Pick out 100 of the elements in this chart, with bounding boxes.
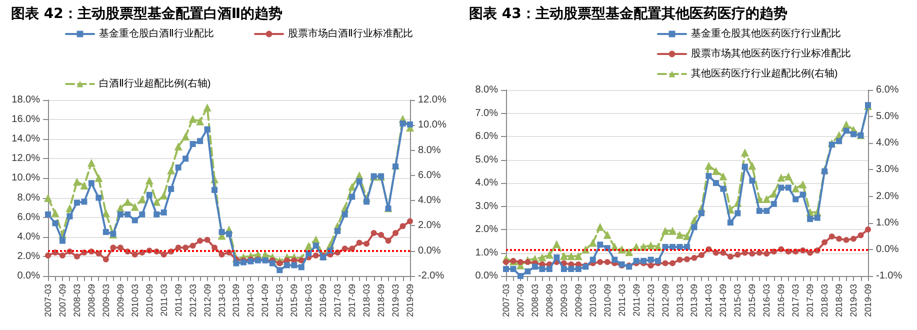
point <box>546 266 552 272</box>
point <box>554 254 560 260</box>
point <box>138 195 146 204</box>
y-tick-label: 8.0% <box>475 84 498 96</box>
legend-label: 股票市场白酒Ⅱ行业标准配比 <box>288 28 413 40</box>
x-tick-label: 2008-09 <box>544 284 554 318</box>
point <box>212 186 218 193</box>
point <box>96 250 102 257</box>
point <box>777 174 786 182</box>
y2-tick-label: 4.0% <box>418 195 441 206</box>
point <box>276 267 283 274</box>
x-tick-label: 2009-09 <box>573 284 584 318</box>
x-tick-label: 2018-03 <box>362 284 372 318</box>
point <box>175 164 182 170</box>
y-tick-label: 5.0% <box>475 154 498 166</box>
point <box>304 242 313 250</box>
point <box>510 266 516 272</box>
point <box>124 198 132 206</box>
point <box>233 260 240 266</box>
legend-label: 白酒Ⅱ行业超配比例(右轴) <box>99 78 211 90</box>
point <box>668 226 677 235</box>
y2-tick-label: 3.0% <box>876 164 899 176</box>
x-tick-label: 2011-09 <box>173 284 184 316</box>
point <box>342 211 348 218</box>
point <box>218 229 225 235</box>
y2-tick-label: 2.0% <box>418 220 441 232</box>
point <box>190 141 196 147</box>
y-tick-label: 3.0% <box>475 200 498 212</box>
point <box>182 244 189 251</box>
point <box>778 184 784 191</box>
x-tick-label: 2010-03 <box>588 284 598 318</box>
point <box>524 268 531 274</box>
x-tick-label: 2017-03 <box>332 284 343 318</box>
x-tick-label: 2019-09 <box>405 284 415 318</box>
legend-label: 基金重仓股白酒Ⅱ行业配比 <box>99 28 214 40</box>
point <box>204 126 210 132</box>
y-tick-label: 10.0% <box>12 172 40 184</box>
point <box>102 229 109 235</box>
point <box>80 181 88 190</box>
point <box>670 260 676 266</box>
point <box>590 256 596 263</box>
point <box>764 250 770 257</box>
point <box>203 104 212 112</box>
y2-tick-label: -1.0% <box>876 270 902 282</box>
y-tick-label: 7.0% <box>475 108 498 119</box>
point <box>196 117 204 126</box>
point <box>807 216 814 222</box>
point <box>612 256 618 263</box>
point <box>168 186 174 192</box>
y-tick-label: 18.0% <box>12 94 40 106</box>
x-tick-label: 2017-09 <box>805 284 816 318</box>
y-tick-label: 12.0% <box>12 153 40 164</box>
point <box>545 250 554 259</box>
point <box>532 264 538 270</box>
point <box>74 253 80 260</box>
point <box>364 198 370 205</box>
x-tick-label: 2013-09 <box>689 284 700 318</box>
point <box>356 240 362 246</box>
point <box>625 248 634 256</box>
point <box>748 162 756 170</box>
point <box>175 244 182 251</box>
point <box>130 202 139 211</box>
point <box>356 178 362 184</box>
x-tick-label: 2013-03 <box>674 284 685 318</box>
point <box>132 251 138 258</box>
point <box>524 259 531 266</box>
point <box>828 142 835 148</box>
point <box>52 220 58 226</box>
point <box>72 178 81 186</box>
x-tick-label: 2016-09 <box>776 284 786 318</box>
x-tick-label: 2015-03 <box>274 284 285 318</box>
y-tick-label: 4.0% <box>475 178 498 188</box>
point <box>567 252 576 260</box>
point <box>742 164 748 170</box>
chart-title: 图表 43：主动股票型基金配置其他医药医疗的趋势 <box>469 5 788 22</box>
point <box>218 251 225 258</box>
point <box>792 196 799 202</box>
point <box>190 242 196 249</box>
point <box>727 254 734 260</box>
point <box>160 209 167 216</box>
point <box>364 240 370 247</box>
x-tick-label: 2015-03 <box>732 284 743 318</box>
x-tick-label: 2012-09 <box>660 284 670 318</box>
legend-label: 基金重仓股其他医药医疗行业配比 <box>691 28 841 40</box>
point <box>81 198 88 205</box>
point <box>552 240 561 248</box>
point <box>45 211 51 218</box>
point <box>756 208 762 214</box>
x-tick-label: 2011-03 <box>616 284 627 316</box>
point <box>704 162 713 170</box>
point <box>560 252 568 260</box>
point <box>59 252 66 258</box>
point <box>676 244 683 250</box>
point <box>727 220 734 226</box>
point <box>648 262 654 269</box>
point <box>822 239 828 246</box>
point <box>574 252 582 260</box>
y2-tick-label: 6.0% <box>418 170 441 181</box>
point <box>298 264 304 270</box>
point <box>145 176 154 184</box>
